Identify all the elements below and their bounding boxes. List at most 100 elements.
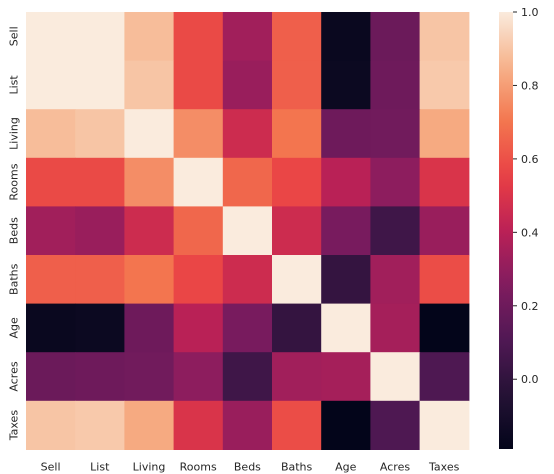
y-tick-label-age: Age [8, 317, 21, 339]
heatmap-cell-acres-taxes [419, 352, 470, 402]
y-tick-label-beds: Beds [8, 217, 21, 244]
heatmap-cell-taxes-rooms [173, 400, 224, 450]
heatmap-cell-living-beds [222, 109, 273, 159]
heatmap-cell-living-age [321, 109, 371, 159]
colorbar-ticks: 0.0 0.2 0.4 0.6 0.8 1.0 [513, 6, 539, 386]
heatmap-cell-sell-acres [370, 12, 421, 62]
heatmap-cell-living-living [124, 109, 175, 159]
heatmap-cell-age-beds [222, 303, 273, 353]
y-tick-label-baths: Baths [8, 263, 21, 295]
heatmap-cell-beds-taxes [419, 206, 470, 256]
colorbar-tick-label: 0.2 [521, 300, 539, 313]
heatmap-cell-living-list [75, 109, 125, 159]
heatmap-cell-rooms-list [75, 157, 125, 207]
colorbar-tick-label: 0.0 [521, 373, 539, 386]
heatmap-cell-taxes-sell [26, 400, 76, 450]
heatmap-cell-beds-list [75, 206, 125, 256]
heatmap-cell-sell-beds [222, 12, 273, 62]
heatmap-cell-acres-beds [222, 352, 273, 402]
heatmap-cell-living-rooms [173, 109, 224, 159]
y-tick-label-sell: Sell [8, 26, 21, 46]
colorbar-tick-label: 0.4 [521, 226, 539, 239]
x-axis-labels: Sell List Living Rooms Beds Baths Age Acres Taxe… [41, 460, 460, 473]
heatmap-cell-sell-rooms [173, 12, 224, 62]
heatmap-cell-beds-age [321, 206, 371, 256]
heatmap-cell-baths-living [124, 255, 175, 305]
heatmap-cell-list-sell [26, 60, 76, 110]
heatmap-cell-age-rooms [173, 303, 224, 353]
heatmap-cell-taxes-taxes [419, 400, 470, 450]
heatmap-cell-list-list [75, 60, 125, 110]
heatmap-cell-living-taxes [419, 109, 470, 159]
x-tick-label-baths: Baths [281, 460, 313, 473]
colorbar-tick-label: 1.0 [521, 6, 539, 19]
heatmap-cell-rooms-age [321, 157, 371, 207]
heatmap-cell-taxes-age [321, 400, 371, 450]
heatmap-cell-list-acres [370, 60, 421, 110]
heatmap-cell-baths-age [321, 255, 371, 305]
heatmap-cell-beds-beds [222, 206, 273, 256]
heatmap-cell-sell-age [321, 12, 371, 62]
heatmap-cell-beds-baths [272, 206, 322, 256]
heatmap-cell-living-sell [26, 109, 76, 159]
y-tick-label-living: Living [8, 117, 21, 150]
y-tick-label-acres: Acres [8, 361, 21, 391]
x-tick-label-living: Living [133, 460, 166, 473]
heatmap-cell-baths-acres [370, 255, 421, 305]
heatmap-cell-baths-rooms [173, 255, 224, 305]
heatmap-cell-acres-list [75, 352, 125, 402]
heatmap-cell-baths-list [75, 255, 125, 305]
heatmap-cell-beds-rooms [173, 206, 224, 256]
y-tick-label-rooms: Rooms [8, 163, 21, 200]
colorbar-tick-label: 0.8 [521, 79, 539, 92]
heatmap-cell-age-sell [26, 303, 76, 353]
heatmap-cell-baths-taxes [419, 255, 470, 305]
heatmap-cell-baths-sell [26, 255, 76, 305]
x-tick-label-age: Age [335, 460, 357, 473]
x-tick-label-beds: Beds [234, 460, 261, 473]
heatmap-cell-sell-sell [26, 12, 76, 62]
colorbar-tick-label: 0.6 [521, 153, 539, 166]
heatmap-cell-rooms-acres [370, 157, 421, 207]
x-tick-label-taxes: Taxes [428, 460, 460, 473]
colorbar [499, 12, 513, 449]
heatmap-cell-taxes-beds [222, 400, 273, 450]
heatmap-cell-sell-list [75, 12, 125, 62]
heatmap-cell-rooms-beds [222, 157, 273, 207]
y-tick-label-taxes: Taxes [8, 410, 21, 442]
heatmap-cell-sell-living [124, 12, 175, 62]
heatmap-cell-list-baths [272, 60, 322, 110]
heatmap-cell-acres-acres [370, 352, 421, 402]
heatmap-cell-beds-sell [26, 206, 76, 256]
heatmap-cell-list-taxes [419, 60, 470, 110]
heatmap-cell-list-living [124, 60, 175, 110]
y-axis-labels: Sell List Living Rooms Beds Baths Age Acres Taxe… [8, 26, 21, 441]
heatmap-cell-rooms-baths [272, 157, 322, 207]
heatmap-cells [26, 12, 470, 450]
heatmap-cell-sell-taxes [419, 12, 470, 62]
heatmap-cell-list-rooms [173, 60, 224, 110]
heatmap-cell-rooms-sell [26, 157, 76, 207]
heatmap-cell-acres-living [124, 352, 175, 402]
heatmap-cell-taxes-baths [272, 400, 322, 450]
heatmap-cell-age-acres [370, 303, 421, 353]
heatmap-cell-age-list [75, 303, 125, 353]
heatmap-cell-taxes-list [75, 400, 125, 450]
heatmap-cell-rooms-rooms [173, 157, 224, 207]
heatmap-cell-acres-baths [272, 352, 322, 402]
heatmap-cell-living-acres [370, 109, 421, 159]
x-tick-label-list: List [90, 460, 110, 473]
heatmap-cell-acres-rooms [173, 352, 224, 402]
heatmap-cell-age-taxes [419, 303, 470, 353]
heatmap-cell-beds-living [124, 206, 175, 256]
heatmap-cell-baths-beds [222, 255, 273, 305]
heatmap-cell-taxes-acres [370, 400, 421, 450]
heatmap-cell-acres-age [321, 352, 371, 402]
heatmap-cell-beds-acres [370, 206, 421, 256]
heatmap-cell-age-baths [272, 303, 322, 353]
heatmap-cell-rooms-living [124, 157, 175, 207]
x-tick-label-sell: Sell [41, 460, 61, 473]
x-tick-label-acres: Acres [380, 460, 410, 473]
y-tick-label-list: List [8, 75, 21, 95]
